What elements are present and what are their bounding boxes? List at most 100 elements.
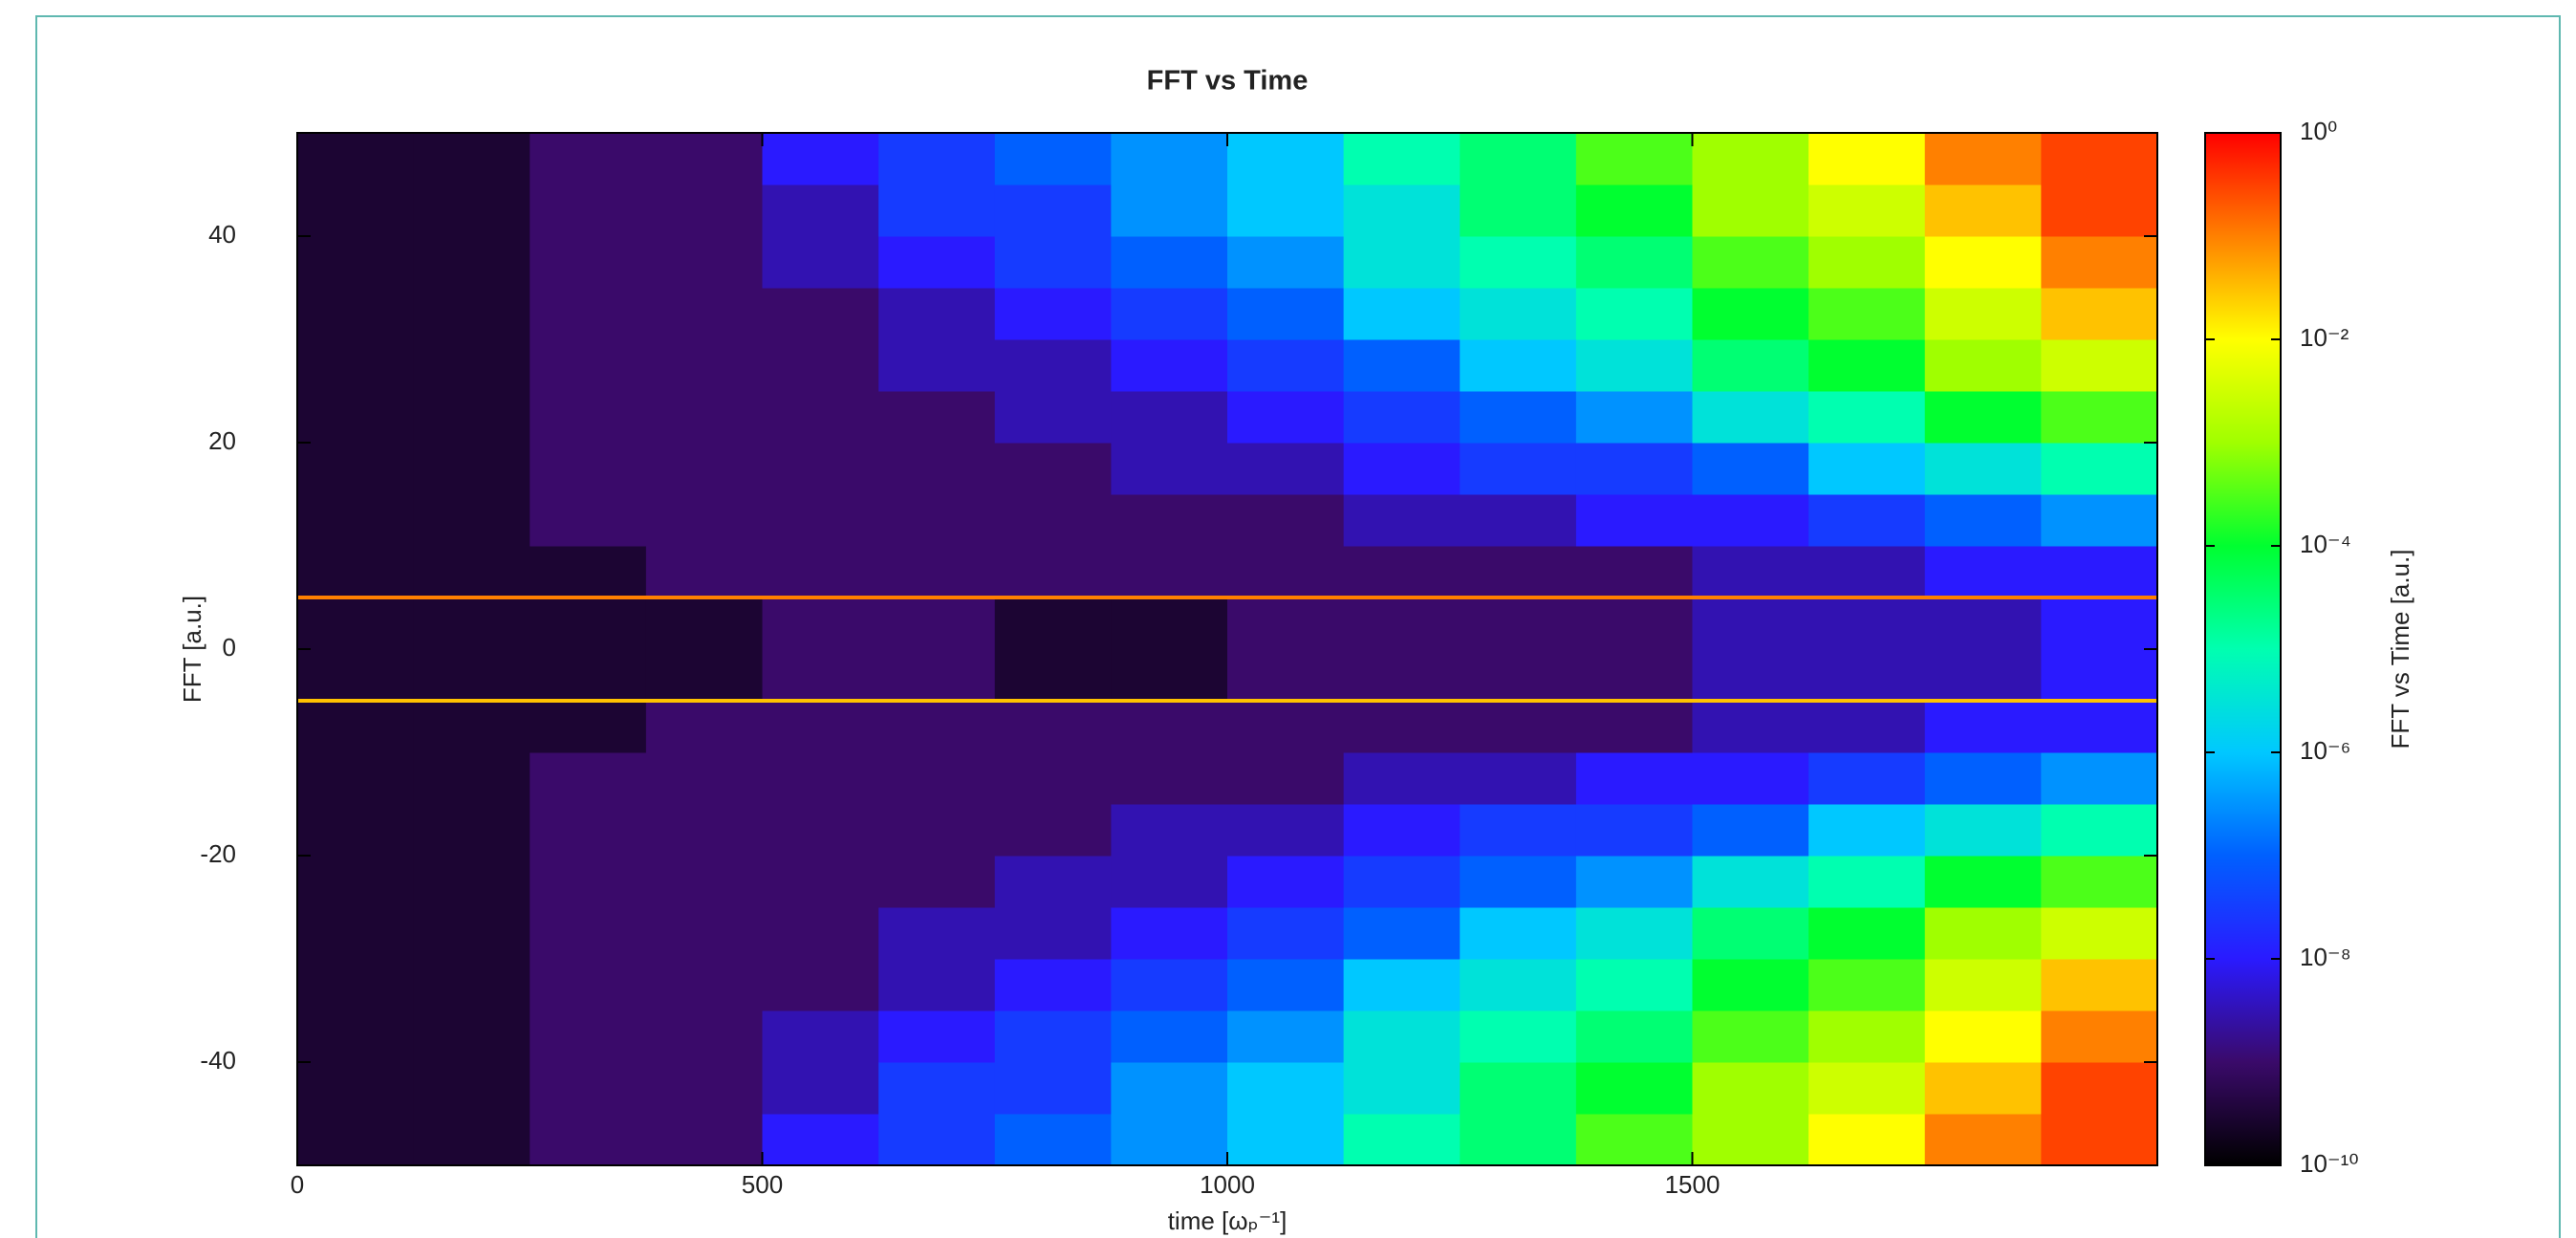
heatmap-cell: [1343, 1062, 1461, 1115]
heatmap-cell: [994, 1114, 1112, 1165]
heatmap-cell: [413, 856, 530, 908]
heatmap-cell: [1111, 752, 1228, 805]
heatmap-cell: [1808, 1010, 1926, 1063]
heatmap-cell: [1227, 546, 1345, 598]
heatmap-cell: [762, 546, 879, 598]
heatmap-cell: [1460, 907, 1577, 960]
heatmap-cell: [1692, 907, 1809, 960]
heatmap-cell: [1227, 133, 1345, 185]
heatmap-cell: [1460, 391, 1577, 444]
heatmap-cell: [1575, 236, 1693, 289]
heatmap-cell: [1111, 701, 1228, 753]
heatmap-cell: [994, 701, 1112, 753]
heatmap-cell: [413, 391, 530, 444]
heatmap-cell: [2041, 907, 2157, 960]
heatmap-cell: [1924, 236, 2042, 289]
heatmap-cell: [1111, 597, 1228, 650]
heatmap-cell: [413, 1114, 530, 1165]
heatmap-cell: [297, 133, 415, 185]
heatmap-cell: [530, 288, 647, 340]
y-tick-label: 0: [223, 633, 236, 662]
heatmap-cell: [1343, 701, 1461, 753]
heatmap-cell: [762, 391, 879, 444]
heatmap-cell: [878, 391, 996, 444]
heatmap-cell: [1692, 752, 1809, 805]
heatmap-cell: [413, 701, 530, 753]
heatmap-cell: [1460, 701, 1577, 753]
heatmap-cell: [1692, 133, 1809, 185]
heatmap-cell: [297, 649, 415, 702]
heatmap-cell: [2041, 288, 2157, 340]
heatmap-cell: [762, 1010, 879, 1063]
heatmap-cell: [1460, 546, 1577, 598]
heatmap-cell: [1111, 133, 1228, 185]
heatmap-cell: [1575, 546, 1693, 598]
heatmap-cell: [530, 185, 647, 237]
heatmap-cell: [1227, 236, 1345, 289]
heatmap-cell: [1343, 133, 1461, 185]
heatmap-cell: [2041, 546, 2157, 598]
heatmap-cell: [645, 546, 763, 598]
heatmap-cell: [1692, 546, 1809, 598]
y-tick-label: -40: [200, 1046, 236, 1075]
heatmap-cell: [2041, 185, 2157, 237]
heatmap-cell: [413, 339, 530, 392]
heatmap-cell: [878, 856, 996, 908]
heatmap-cell: [413, 959, 530, 1011]
heatmap-cell: [762, 236, 879, 289]
heatmap-cell: [1924, 185, 2042, 237]
heatmap-cell: [645, 804, 763, 857]
heatmap-cell: [878, 494, 996, 547]
heatmap-cell: [878, 236, 996, 289]
heatmap-cell: [762, 701, 879, 753]
heatmap-cell: [1460, 1010, 1577, 1063]
heatmap-cell: [878, 649, 996, 702]
heatmap-cell: [2041, 701, 2157, 753]
heatmap-cell: [2041, 494, 2157, 547]
heatmap-cell: [413, 288, 530, 340]
heatmap-cell: [1924, 907, 2042, 960]
heatmap-cell: [530, 133, 647, 185]
heatmap-cell: [1111, 649, 1228, 702]
heatmap-cell: [1111, 391, 1228, 444]
heatmap-cell: [994, 856, 1112, 908]
heatmap-cell: [1692, 288, 1809, 340]
heatmap-cell: [645, 288, 763, 340]
heatmap-cell: [645, 752, 763, 805]
heatmap-cell: [1924, 649, 2042, 702]
heatmap-cell: [762, 907, 879, 960]
heatmap-cell: [530, 339, 647, 392]
heatmap-cell: [1692, 597, 1809, 650]
heatmap-cell: [1343, 288, 1461, 340]
heatmap-cell: [1575, 443, 1693, 495]
heatmap-cell: [878, 133, 996, 185]
heatmap-cell: [1227, 701, 1345, 753]
heatmap-cell: [1924, 1114, 2042, 1165]
heatmap-cell: [297, 236, 415, 289]
heatmap-cell: [297, 546, 415, 598]
heatmap-cell: [645, 339, 763, 392]
heatmap-cell: [2041, 339, 2157, 392]
heatmap-cell: [530, 236, 647, 289]
heatmap-cell: [1692, 494, 1809, 547]
heatmap-cell: [1924, 804, 2042, 857]
colorbar-tick-label: 10⁻¹⁰: [2300, 1149, 2359, 1178]
heatmap-cell: [1227, 185, 1345, 237]
heatmap-cell: [645, 236, 763, 289]
heatmap-cell: [530, 959, 647, 1011]
heatmap-cell: [413, 494, 530, 547]
heatmap-cell: [1227, 494, 1345, 547]
spectral-line: [297, 699, 2157, 703]
heatmap-cell: [1343, 856, 1461, 908]
heatmap-cell: [994, 288, 1112, 340]
heatmap-cell: [530, 752, 647, 805]
heatmap-cell: [994, 959, 1112, 1011]
heatmap-cell: [413, 649, 530, 702]
heatmap-cell: [1343, 752, 1461, 805]
heatmap-cell: [530, 701, 647, 753]
heatmap-cell: [1692, 236, 1809, 289]
heatmap-cell: [645, 494, 763, 547]
heatmap-cell: [1460, 959, 1577, 1011]
heatmap-cell: [297, 959, 415, 1011]
